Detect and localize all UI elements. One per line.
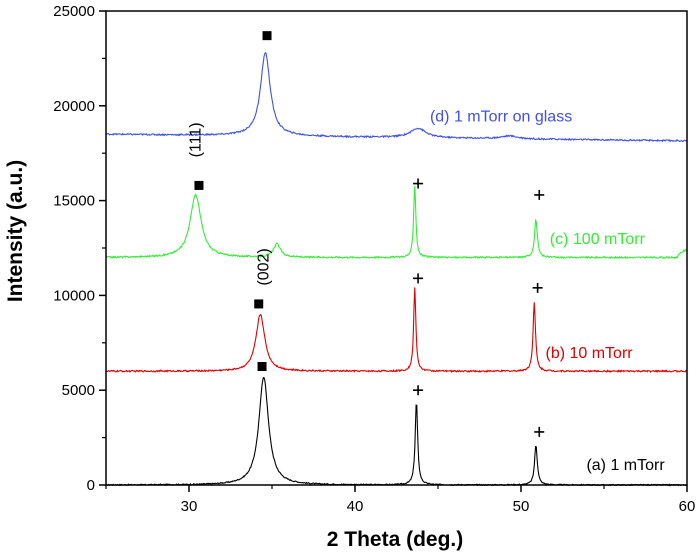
axis-layer: 30 40 50 60 0 5000 10000 15000 20000 25000 — [53, 3, 695, 515]
miller-index-label: (111) — [188, 122, 205, 157]
plus-marker — [534, 426, 545, 437]
square-marker — [254, 299, 264, 309]
y-tick-label: 25000 — [53, 3, 95, 20]
plus-marker — [413, 385, 424, 396]
label-layer: (d) 1 mTorr on glass (c) 100 mTorr (b) 10 … — [188, 109, 666, 474]
square-marker — [257, 362, 267, 371]
square-marker — [194, 180, 204, 190]
series-label: (b) 10 mTorr — [545, 345, 633, 362]
x-tick-label: 60 — [679, 498, 696, 515]
marker-layer — [194, 31, 545, 437]
y-tick-label: 10000 — [53, 287, 95, 304]
series-label: (c) 100 mTorr — [550, 231, 646, 248]
plus-marker — [413, 178, 424, 189]
series-label: (d) 1 mTorr on glass — [430, 109, 572, 126]
series-label: (a) 1 mTorr — [586, 457, 665, 474]
plus-marker — [532, 282, 543, 293]
x-tick-label: 50 — [513, 498, 530, 515]
x-tick-label: 40 — [347, 498, 364, 515]
y-tick-label: 15000 — [53, 193, 95, 210]
y-tick-label: 0 — [87, 477, 95, 494]
y-tick-label: 5000 — [62, 382, 95, 399]
miller-index-label: (002) — [256, 248, 273, 285]
series-line-2 — [105, 287, 688, 374]
plus-marker — [413, 273, 424, 284]
y-axis-title: Intensity (a.u.) — [4, 160, 27, 302]
x-tick-label: 30 — [181, 498, 198, 515]
square-marker — [262, 31, 272, 41]
series-line-3 — [105, 185, 688, 260]
x-axis-title: 2 Theta (deg.) — [327, 528, 464, 551]
series-line-4 — [105, 52, 688, 143]
y-tick-label: 20000 — [53, 98, 95, 115]
plus-marker — [534, 189, 545, 200]
